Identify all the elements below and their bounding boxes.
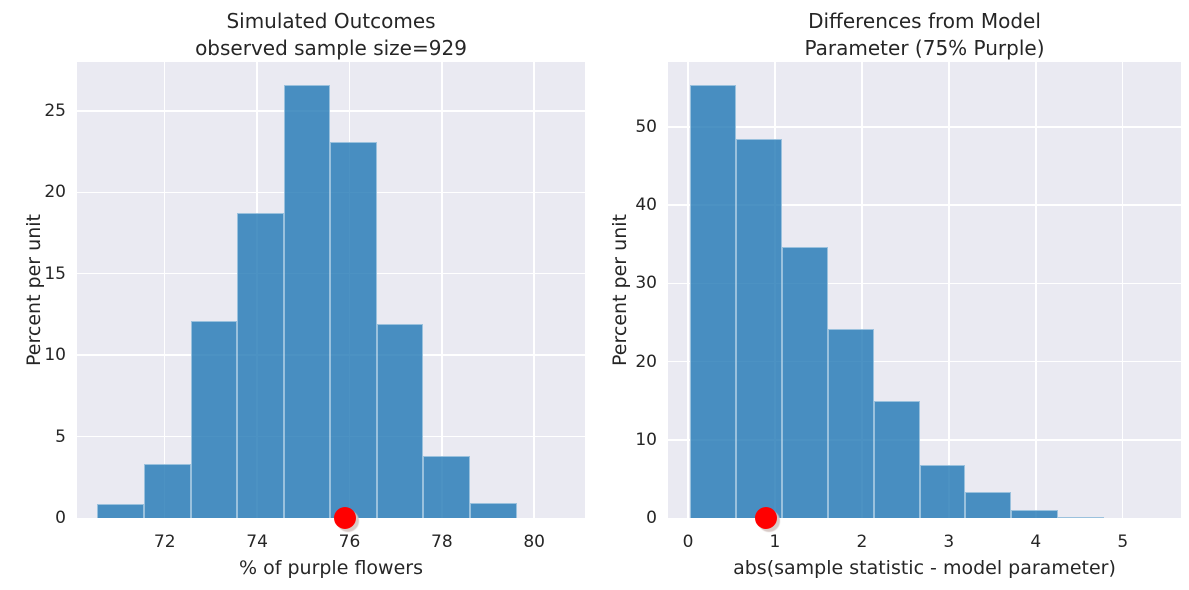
left-chart-title-line1: Simulated Outcomes — [226, 9, 436, 33]
left-gridline-x-78 — [441, 62, 443, 518]
left-ytick-20: 20 — [44, 182, 66, 203]
left-xtick-80: 80 — [523, 532, 545, 552]
left-histogram-bar — [97, 503, 144, 518]
right-gridline-x-5 — [1121, 62, 1124, 518]
right-ytick-50: 50 — [635, 116, 657, 137]
right-gridline-y-10 — [668, 439, 1181, 441]
left-xtick-72: 72 — [153, 532, 176, 552]
left-x-axis-label: % of purple flowers — [239, 557, 423, 579]
left-ytick-5: 5 — [55, 426, 66, 447]
right-x-axis-label: abs(sample statistic - model parameter) — [733, 557, 1116, 579]
left-histogram-bar — [330, 141, 377, 518]
left-ytick-15: 15 — [44, 263, 66, 284]
right-histogram-bar — [874, 401, 921, 518]
right-chart-title-line2: Parameter (75% Purple) — [804, 36, 1045, 60]
left-chart-title: Simulated Outcomes observed sample size=… — [77, 8, 585, 62]
right-histogram-bar — [1011, 510, 1058, 518]
right-histogram-bar — [827, 329, 875, 518]
left-ytick-0: 0 — [55, 508, 66, 528]
left-observed-statistic-dot — [333, 507, 356, 529]
right-gridline-x-0 — [687, 62, 689, 518]
right-gridline-y-20 — [668, 360, 1181, 363]
left-gridline-x-72 — [163, 62, 166, 518]
right-ytick-40: 40 — [635, 195, 657, 216]
right-gridline-x-3 — [948, 62, 950, 518]
right-histogram-bar — [1057, 516, 1104, 518]
right-xtick-4: 4 — [1030, 532, 1042, 552]
right-gridline-y-40 — [668, 204, 1181, 206]
right-histogram-bar — [965, 492, 1012, 518]
left-gridline-x-80 — [533, 62, 535, 518]
right-gridline-x-4 — [1035, 62, 1037, 518]
right-histogram-bar — [689, 84, 736, 518]
left-gridline-y-25 — [77, 110, 585, 112]
left-xtick-74: 74 — [246, 532, 268, 552]
right-xtick-5: 5 — [1117, 532, 1129, 552]
left-histogram-bar — [470, 502, 517, 518]
right-gridline-y-50 — [668, 126, 1181, 128]
right-xtick-2: 2 — [856, 532, 868, 552]
right-xtick-1: 1 — [769, 532, 781, 552]
left-histogram-bar — [143, 464, 191, 518]
left-xtick-78: 78 — [431, 532, 453, 552]
right-observed-difference-dot — [755, 507, 778, 529]
left-histogram-bar — [283, 84, 331, 518]
left-histogram-bar — [237, 213, 284, 518]
right-gridline-y-30 — [668, 282, 1181, 285]
right-histogram-bar — [920, 464, 966, 518]
left-ytick-10: 10 — [44, 345, 66, 366]
right-ytick-30: 30 — [635, 273, 657, 294]
right-gridline-x-2 — [861, 62, 863, 518]
right-ytick-20: 20 — [635, 351, 657, 372]
right-ytick-10: 10 — [635, 429, 657, 450]
right-histogram-bar — [781, 247, 828, 518]
left-xtick-76: 76 — [338, 532, 361, 552]
right-chart-title-line1: Differences from Model — [808, 9, 1041, 33]
left-chart-title-line2: observed sample size=929 — [195, 36, 467, 60]
right-xtick-3: 3 — [943, 532, 955, 552]
left-ytick-25: 25 — [44, 100, 66, 121]
left-histogram-bar — [190, 320, 238, 518]
right-ytick-0: 0 — [646, 508, 657, 528]
right-chart-title: Differences from Model Parameter (75% Pu… — [668, 8, 1181, 62]
left-histogram-bar — [423, 456, 470, 518]
right-xtick-0: 0 — [682, 532, 694, 552]
left-histogram-bar — [376, 324, 424, 518]
right-histogram-bar — [735, 138, 782, 518]
